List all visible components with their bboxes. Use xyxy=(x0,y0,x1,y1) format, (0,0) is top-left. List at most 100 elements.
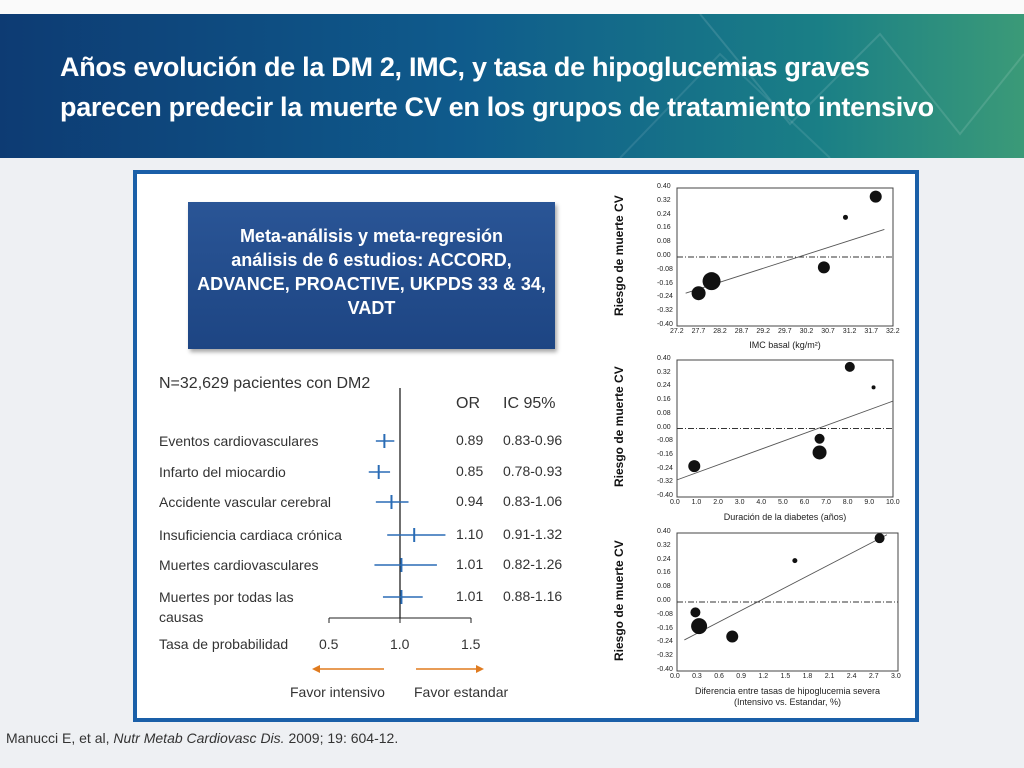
scatter-x-axis-label-cont: (Intensivo vs. Estandar, %) xyxy=(733,697,842,707)
scatter-x-tick: 29.7 xyxy=(778,328,792,335)
scatter-y-tick: 0.16 xyxy=(657,396,671,404)
scatter-y-tick: 0.08 xyxy=(657,238,671,246)
forest-ci-value: 0.83-0.96 xyxy=(503,432,563,448)
scatter-point xyxy=(688,460,701,473)
citation-authors: Manucci E, et al, xyxy=(6,730,114,746)
forest-row-label: Eventos cardiovasculares xyxy=(159,433,319,449)
scatter-x-tick: 28.7 xyxy=(734,328,749,335)
meta-box-line4: VADT xyxy=(347,298,396,318)
forest-row-label: Insuficiencia cardiaca crónica xyxy=(159,527,342,543)
forest-row-label: Infarto del miocardio xyxy=(159,464,286,480)
scatter-x-tick: 31.7 xyxy=(864,328,879,335)
scatter-x-tick: 27.2 xyxy=(670,328,684,335)
scatter-x-tick: 2.4 xyxy=(846,673,857,680)
scatter-x-tick: 0.9 xyxy=(736,673,747,680)
slide-title-line1: Años evolución de la DM 2, IMC, y tasa d… xyxy=(60,52,870,82)
scatter-point xyxy=(690,607,701,618)
scatter-point xyxy=(871,385,876,390)
scatter-point xyxy=(812,445,827,460)
forest-tick-label: 1.0 xyxy=(390,636,410,652)
scatter-y-axis-label: Riesgo de muerte CV xyxy=(612,540,626,661)
scatter-x-tick: 10.0 xyxy=(886,499,900,506)
scatter-x-tick: 0.3 xyxy=(692,673,702,680)
citation: Manucci E, et al, Nutr Metab Cardiovasc … xyxy=(6,730,398,746)
scatter-x-tick: 30.2 xyxy=(799,328,814,335)
scatter-x-tick: 0.6 xyxy=(714,673,724,680)
scatter-y-tick: 0.40 xyxy=(657,355,671,362)
scatter-y-tick: -0.24 xyxy=(657,464,673,472)
scatter-point xyxy=(792,558,798,564)
scatter-y-tick: -0.24 xyxy=(657,293,673,301)
scatter-y-tick: 0.08 xyxy=(657,583,671,591)
meta-box-line1: Meta-análisis y meta-regresión xyxy=(239,226,504,246)
forest-ci-value: 0.91-1.32 xyxy=(503,526,563,542)
meta-box-line2: análisis de 6 estudios: ACCORD, xyxy=(231,250,512,270)
slide-title-line2: parecen predecir la muerte CV en los gru… xyxy=(60,92,934,122)
top-strip xyxy=(0,0,1024,14)
scatter-y-tick: -0.24 xyxy=(657,638,673,646)
ci-column-header: IC 95% xyxy=(503,395,556,412)
forest-row-label: Muertes por todas las xyxy=(159,589,294,605)
scatter-point xyxy=(691,286,706,301)
scatter-point xyxy=(874,533,885,544)
scatter-x-tick: 1.2 xyxy=(758,673,769,680)
forest-title: N=32,629 pacientes con DM2 xyxy=(159,375,371,392)
forest-or-value: 1.01 xyxy=(456,588,484,604)
scatter-point xyxy=(726,630,739,643)
scatter-y-tick: 0.16 xyxy=(657,224,671,232)
forest-row-label-cont: causas xyxy=(159,609,204,625)
or-column-header: OR xyxy=(456,395,480,412)
scatter-y-tick: 0.32 xyxy=(657,368,671,376)
forest-ci-value: 0.78-0.93 xyxy=(503,463,563,479)
scatter-y-tick: -0.16 xyxy=(657,624,673,632)
forest-tick-label: 1.5 xyxy=(461,636,481,652)
scatter-y-tick: 0.08 xyxy=(657,409,671,417)
scatter-y-tick: 0.16 xyxy=(657,569,671,577)
scatter-x-tick: 1.8 xyxy=(802,673,813,680)
scatter-x-tick: 31.2 xyxy=(842,328,857,335)
scatter-x-tick: 8.0 xyxy=(842,499,853,506)
scatter-x-axis-label: IMC basal (kg/m²) xyxy=(749,340,821,350)
scatter-point xyxy=(842,214,848,220)
scatter-y-tick: 0.40 xyxy=(657,183,671,190)
scatter-point xyxy=(844,361,855,372)
scatter-x-tick: 0.0 xyxy=(670,673,680,680)
scatter-y-tick: -0.40 xyxy=(657,492,673,499)
forest-or-value: 0.85 xyxy=(456,463,484,479)
scatter-y-tick: -0.32 xyxy=(657,307,673,315)
scatter-y-tick: 0.00 xyxy=(657,252,671,259)
scatter-x-tick: 9.0 xyxy=(864,499,875,506)
scatter-x-tick: 29.2 xyxy=(756,328,771,335)
scatter-y-tick: 0.32 xyxy=(657,541,671,549)
forest-ci-value: 0.88-1.16 xyxy=(503,588,563,604)
scatter-x-tick: 2.0 xyxy=(713,499,723,506)
citation-ref: 2009; 19: 604-12. xyxy=(284,730,399,746)
favor-intensive-label: Favor intensivo xyxy=(290,684,385,700)
forest-or-value: 1.01 xyxy=(456,556,484,572)
scatter-point xyxy=(691,618,708,635)
scatter-y-tick: -0.08 xyxy=(657,265,673,273)
title-banner: Años evolución de la DM 2, IMC, y tasa d… xyxy=(0,14,1024,158)
scatter-x-tick: 32.2 xyxy=(886,328,900,335)
scatter-x-tick: 6.0 xyxy=(799,499,810,506)
forest-row-label: Accidente vascular cerebral xyxy=(159,494,331,510)
scatter-point xyxy=(869,190,882,203)
scatter-x-axis-label: Duración de la diabetes (años) xyxy=(723,512,847,522)
scatter-x-tick: 7.0 xyxy=(821,499,831,506)
scatter-y-tick: -0.40 xyxy=(657,666,673,673)
forest-ci-value: 0.82-1.26 xyxy=(503,556,563,572)
scatter-x-tick: 27.7 xyxy=(691,328,706,335)
regression-line xyxy=(676,400,894,481)
scatter-y-tick: -0.08 xyxy=(657,610,673,618)
scatter-x-tick: 28.2 xyxy=(713,328,727,335)
scatter-y-tick: -0.32 xyxy=(657,478,673,486)
scatter-y-tick: -0.32 xyxy=(657,652,673,660)
scatter-x-tick: 1.5 xyxy=(780,673,791,680)
scatter-y-tick: 0.40 xyxy=(657,528,671,535)
forest-x-axis-label: Tasa de probabilidad xyxy=(159,636,289,652)
forest-row-label: Muertes cardiovasculares xyxy=(159,557,319,573)
scatter-x-tick: 2.1 xyxy=(824,673,835,680)
